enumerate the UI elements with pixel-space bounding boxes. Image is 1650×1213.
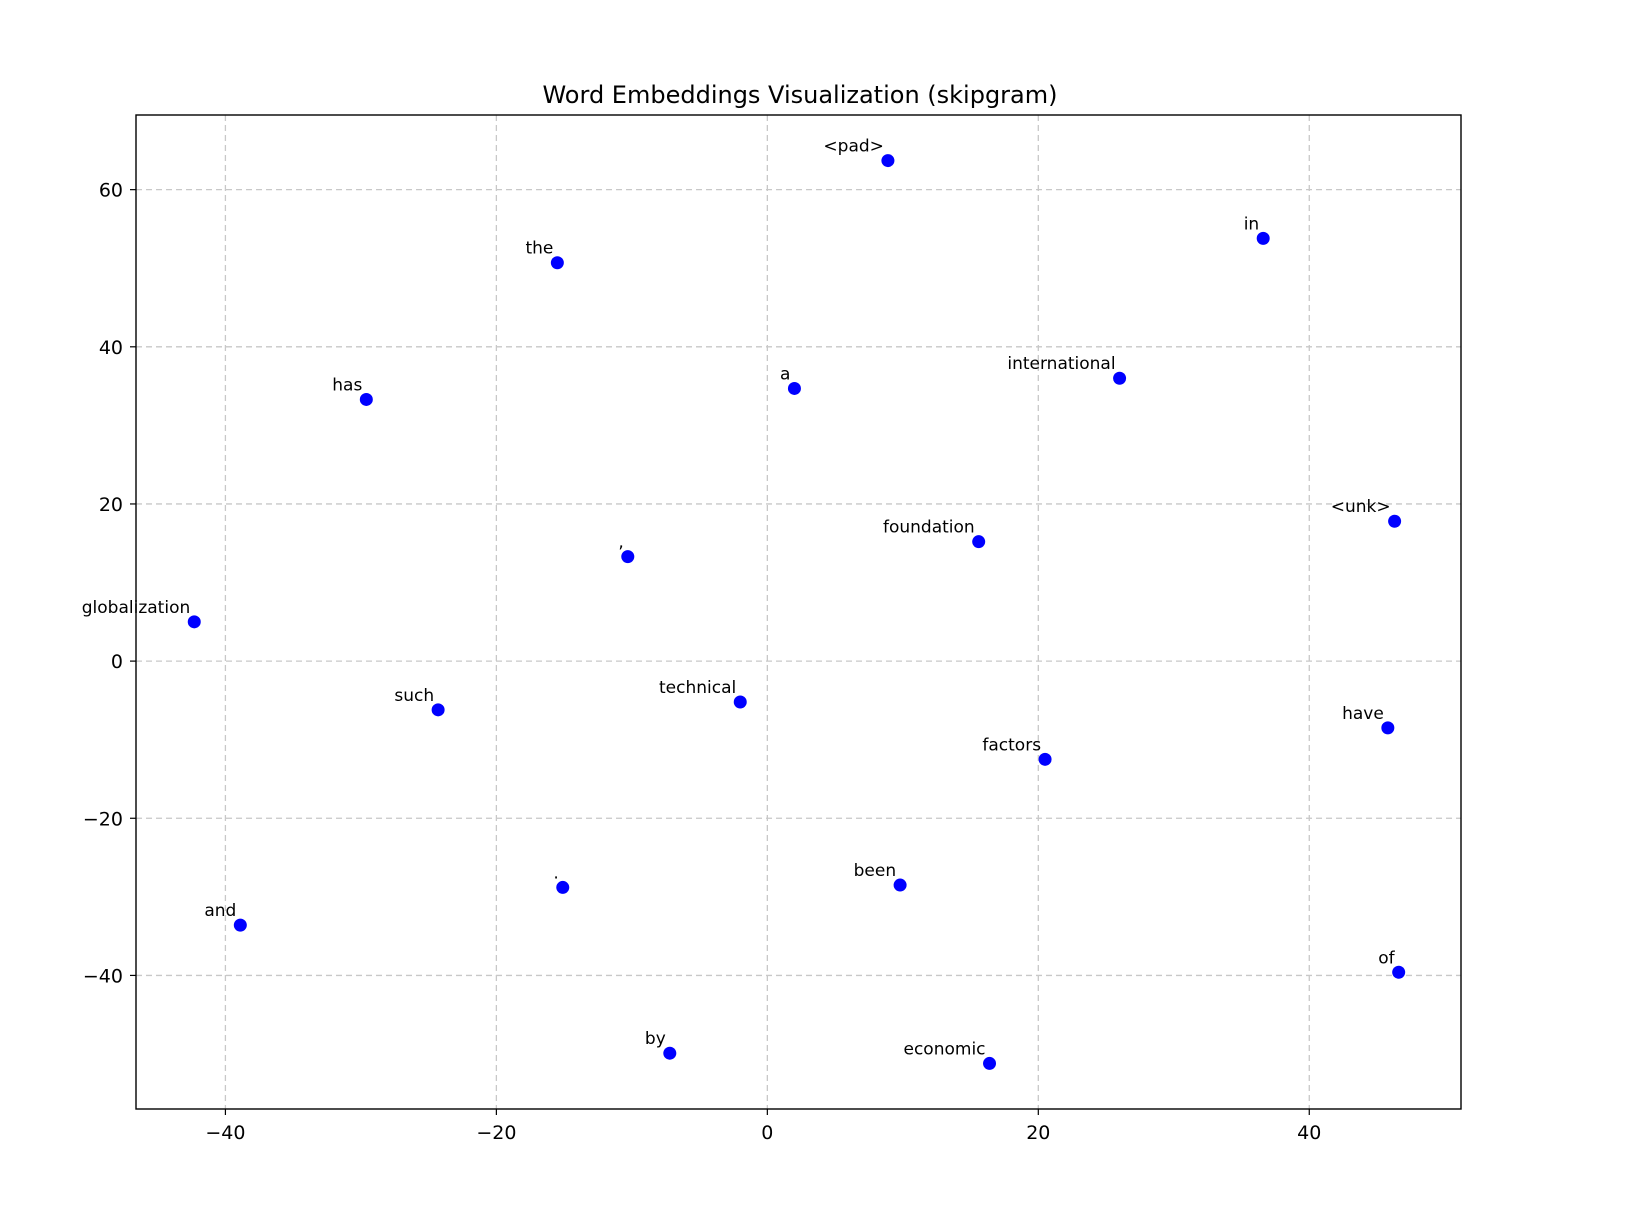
data-point <box>431 703 445 717</box>
point-label: has <box>332 375 362 395</box>
data-point <box>1113 371 1127 385</box>
y-tick-label: 40 <box>99 337 123 359</box>
data-point <box>1392 965 1406 979</box>
data-point <box>233 918 247 932</box>
data-point <box>787 381 801 395</box>
data-point <box>187 615 201 629</box>
data-point <box>550 256 564 270</box>
data-point <box>733 695 747 709</box>
x-tick-label: 20 <box>1026 1122 1050 1144</box>
point-label: of <box>1378 948 1395 968</box>
data-point <box>556 880 570 894</box>
point-label: technical <box>659 678 736 698</box>
axis-ticks: −40 −20 0 20 40 −40 −20 0 20 40 60 <box>83 180 1321 1144</box>
plot-frame <box>135 114 1462 1110</box>
data-point <box>621 550 635 564</box>
point-label: such <box>394 686 434 706</box>
x-tick-label: −20 <box>476 1122 516 1144</box>
point-label: <pad> <box>823 137 884 157</box>
point-label: factors <box>982 735 1041 755</box>
data-point <box>663 1046 677 1060</box>
data-point <box>359 392 373 406</box>
data-points: <pad> in the international a has <unk> foundati… <box>82 137 1406 1070</box>
data-point <box>1256 231 1270 245</box>
point-label: have <box>1342 704 1384 724</box>
y-tick-label: −20 <box>83 808 123 830</box>
point-label: economic <box>904 1039 986 1059</box>
point-label: by <box>645 1029 666 1049</box>
data-point <box>1388 514 1402 528</box>
y-tick-label: −40 <box>83 965 123 987</box>
data-point <box>1038 752 1052 766</box>
y-tick-label: 0 <box>111 651 123 673</box>
point-label: the <box>525 239 553 259</box>
point-label: <unk> <box>1331 497 1391 517</box>
point-label: in <box>1244 214 1260 234</box>
grid-lines <box>136 115 1461 1109</box>
data-point <box>1381 721 1395 735</box>
x-tick-label: 0 <box>761 1122 773 1144</box>
point-label: a <box>780 364 790 384</box>
point-label: , <box>618 533 623 553</box>
y-tick-label: 60 <box>99 180 123 202</box>
point-label: foundation <box>883 518 975 538</box>
point-label: been <box>854 861 896 881</box>
x-tick-label: 40 <box>1297 1122 1321 1144</box>
y-tick-label: 20 <box>99 494 123 516</box>
x-tick-label: −40 <box>205 1122 245 1144</box>
chart-title: Word Embeddings Visualization (skipgram) <box>542 81 1057 109</box>
point-label: and <box>204 901 236 921</box>
point-label: international <box>1007 354 1115 374</box>
data-point <box>972 535 986 549</box>
point-label: . <box>553 863 558 883</box>
data-point <box>983 1056 997 1070</box>
data-point <box>893 878 907 892</box>
data-point <box>881 154 895 168</box>
